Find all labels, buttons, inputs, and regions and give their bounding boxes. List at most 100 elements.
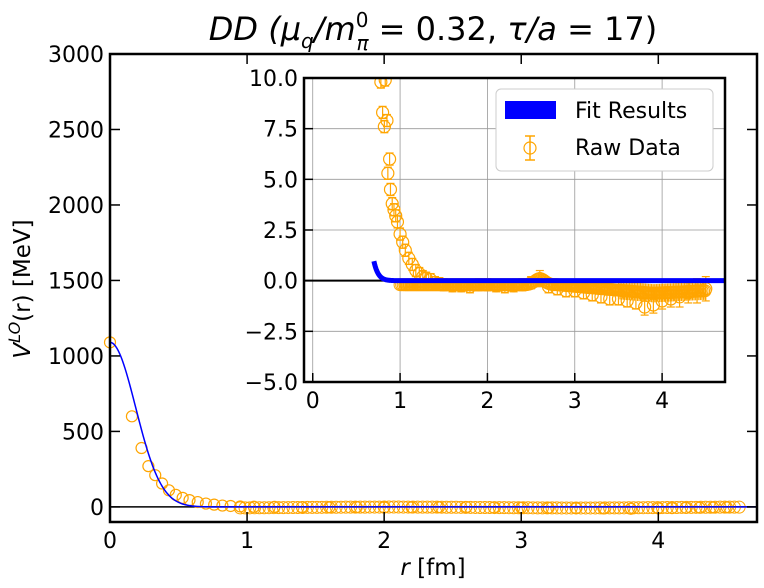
main-x-tick-label: 1: [240, 529, 254, 554]
inset-fit-band: [371, 260, 725, 284]
inset-plot: 0 1 2 3 4 −5.0 −2.5 0.0 2.5 5.0 7.5 10.0 Fit Result…: [245, 67, 727, 414]
main-dense-point: [550, 501, 564, 515]
main-data-point: [679, 501, 692, 514]
title-eq2: = 17): [557, 10, 657, 48]
y-axis-label-v: V: [10, 341, 36, 359]
main-data-point: [542, 501, 555, 514]
main-axes-layer: 0 1 2 3 4 0 500 1000 1500 2000 2500 3000: [48, 43, 759, 554]
inset-data-point: [381, 166, 395, 180]
main-data-point: [216, 499, 229, 512]
x-axis-label: r [fm]: [400, 555, 465, 581]
main-data-point: [191, 495, 204, 509]
inset-data-point: [568, 284, 582, 298]
inset-y-tick-label: 2.5: [263, 219, 298, 244]
title-m: m: [325, 10, 356, 48]
inset-data-point: [603, 292, 617, 306]
title-m-sup: 0: [356, 8, 369, 32]
title-mu: μ: [280, 10, 301, 48]
inset-data-point: [378, 78, 392, 87]
main-dense-point: [559, 501, 573, 515]
main-data-point: [142, 460, 155, 473]
main-y-tick-label: 2500: [48, 118, 104, 143]
main-plot: 0 1 2 3 4 0 500 1000 1500 2000 2500 3000: [48, 43, 759, 554]
x-axis-label-var: r: [400, 555, 411, 581]
main-dense-point: [233, 501, 247, 515]
inset-data-point: [620, 294, 634, 308]
main-dense-point: [583, 501, 597, 515]
y-axis-label-sup: LO: [5, 322, 24, 343]
main-dense-point: [564, 501, 578, 515]
inset-y-tick-label: 10.0: [249, 67, 298, 92]
title-mu-sub: q: [301, 29, 314, 53]
main-data-point: [569, 502, 583, 515]
main-dense-point: [257, 501, 271, 515]
main-data-point: [693, 501, 706, 514]
main-fit-curve: [109, 341, 757, 508]
main-fit-layer: [109, 341, 757, 508]
main-dense-point: [252, 501, 266, 515]
title-slash2: /: [524, 10, 541, 48]
legend-fit-label: Fit Results: [575, 99, 687, 124]
inset-data-point: [374, 78, 388, 89]
inset-x-tick-label: 4: [655, 389, 669, 414]
inset-data-point: [559, 284, 573, 298]
y-axis-label: VLO(r) [MeV]: [5, 219, 36, 358]
main-x-tick-label: 0: [103, 529, 117, 554]
main-x-tick-label: 4: [651, 529, 665, 554]
main-dense-point: [641, 501, 655, 515]
main-dense-point: [617, 501, 631, 515]
inset-data-point: [664, 292, 678, 306]
main-dense-point: [497, 501, 511, 515]
inset-data-point: [638, 300, 652, 314]
title-m-sub: π: [356, 31, 369, 55]
x-axis-label-unit: [fm]: [410, 555, 466, 581]
y-axis-label-rest: (r) [MeV]: [10, 219, 36, 321]
inset-x-tick-label: 1: [393, 389, 407, 414]
inset-data-point: [432, 277, 446, 291]
main-x-tick-label: 3: [514, 529, 528, 554]
inset-x-tick-label: 0: [306, 389, 320, 414]
title-pre: DD (: [209, 10, 282, 48]
inset-data-point: [681, 286, 695, 300]
main-y-tick-label: 500: [62, 420, 104, 445]
main-data-point: [624, 502, 637, 515]
main-dense-point: [535, 501, 549, 515]
inset-data-point: [594, 290, 608, 304]
inset-data-point: [396, 235, 410, 249]
main-data-point: [597, 502, 610, 515]
main-dense-point: [631, 501, 645, 515]
inset-y-tick-label: −5.0: [245, 371, 298, 396]
main-dense-point: [574, 501, 588, 515]
inset-data-point: [376, 105, 390, 120]
inset-data-point: [655, 294, 669, 308]
main-dense-point: [593, 501, 607, 515]
main-data-point: [155, 477, 169, 490]
legend-data-swatch: [523, 135, 537, 161]
main-y-tick-label: 1500: [48, 269, 104, 294]
legend: Fit Results Raw Data: [495, 88, 714, 172]
inset-data-point: [389, 209, 403, 223]
main-dense-point: [243, 501, 257, 515]
main-x-tick-label: 2: [377, 529, 391, 554]
inset-y-tick-label: 7.5: [263, 118, 298, 143]
inset-data-point: [690, 284, 704, 298]
inset-data-point: [629, 296, 643, 310]
inset-axes-layer: 0 1 2 3 4 −5.0 −2.5 0.0 2.5 5.0 7.5 10.0: [245, 67, 727, 414]
main-data-point: [149, 469, 162, 482]
main-dense-point: [521, 501, 535, 515]
main-data-point: [665, 502, 679, 515]
main-data-point: [199, 497, 213, 510]
main-dense-point: [545, 501, 559, 515]
main-y-tick-label: 3000: [48, 43, 104, 68]
inset-data-point: [398, 243, 412, 257]
main-dense-point: [603, 501, 617, 515]
inset-y-tick-label: 0.0: [263, 270, 298, 295]
inset-y-tick-label: −2.5: [245, 320, 298, 345]
chart-title: DD (μq/m0 π = 0.32, τ/a = 17): [209, 8, 658, 55]
main-dense-point: [238, 501, 252, 515]
main-dense-point: [636, 501, 650, 515]
title-tau: τ: [507, 10, 527, 48]
title-eq1: = 0.32,: [368, 10, 507, 48]
legend-fit-swatch: [505, 101, 556, 119]
